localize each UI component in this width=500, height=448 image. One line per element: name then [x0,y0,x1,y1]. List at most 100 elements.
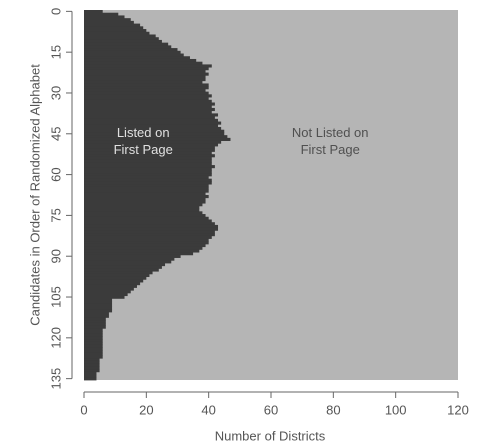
bar [84,175,209,180]
bar [84,320,106,324]
bar [84,12,119,16]
bar [84,61,203,65]
bar [84,314,109,318]
annotation: First Page [301,142,360,157]
bar [84,45,172,49]
bar [84,325,106,329]
bar [84,105,212,109]
bar [84,37,159,41]
bar [84,344,103,348]
bar [84,107,215,112]
bar [84,366,100,370]
bar [84,295,125,299]
bar [84,83,209,87]
bar [84,18,131,22]
annotation: First Page [114,142,173,157]
y-tick-label: 135 [48,368,63,390]
bar [84,80,203,84]
bar [84,246,203,250]
bar [84,64,212,68]
bar [84,39,162,44]
bar [84,363,100,367]
bar [84,53,184,57]
bar [84,97,209,101]
x-tick-label: 40 [201,402,215,417]
bar [84,341,103,346]
bar [84,88,206,93]
bar [84,268,159,272]
x-tick-label: 60 [264,402,278,417]
bar [84,214,206,218]
bar [84,20,134,25]
bar [84,42,169,46]
bar [84,339,103,343]
bar [84,34,156,38]
bar [84,186,209,190]
bar [84,265,162,269]
bar [84,377,97,381]
bar [84,56,190,60]
y-tick-label: 90 [48,249,63,263]
bar [84,311,109,316]
bar [84,279,144,283]
y-tick-label: 0 [48,8,63,15]
bar [84,148,215,152]
bar [84,184,209,188]
bar [84,328,103,332]
bar [84,94,212,98]
bar [84,135,228,139]
bar [84,69,206,73]
bar [84,197,206,201]
bar [84,99,212,103]
bar [84,140,222,144]
bar [84,371,97,375]
bar [84,15,125,19]
bar [84,110,212,114]
bar [84,116,215,120]
bar [84,102,215,106]
bar [84,360,100,365]
bar [84,156,212,161]
bar [84,170,212,174]
bar [84,224,219,229]
bar [84,154,215,158]
bar [84,355,103,359]
bar [84,276,147,280]
bar [84,78,206,82]
annotation: Listed on [117,125,170,140]
bar [84,241,209,245]
bar [84,132,225,136]
bar [84,58,197,63]
bar [84,200,206,204]
bar [84,31,150,35]
bar [84,67,209,71]
x-tick-label: 80 [326,402,340,417]
y-tick-label: 120 [48,327,63,349]
y-tick-label: 30 [48,86,63,100]
bar [84,195,209,199]
bar [84,282,141,286]
bar [84,203,203,207]
bar [84,124,219,128]
bar [84,301,113,305]
bar [84,26,144,30]
bar [84,292,128,297]
bar [84,126,222,131]
bar [84,118,219,122]
bar [84,48,178,52]
annotation: Not Listed on [292,125,369,140]
bar [84,260,172,264]
bar [84,290,131,294]
bar [84,298,113,302]
bar [84,50,181,54]
y-tick-label: 75 [48,208,63,222]
bar [84,10,103,14]
bar [84,336,103,340]
bar [84,159,212,163]
bar [84,227,219,231]
bar [84,230,215,234]
bar [84,162,212,166]
bar [84,257,175,261]
